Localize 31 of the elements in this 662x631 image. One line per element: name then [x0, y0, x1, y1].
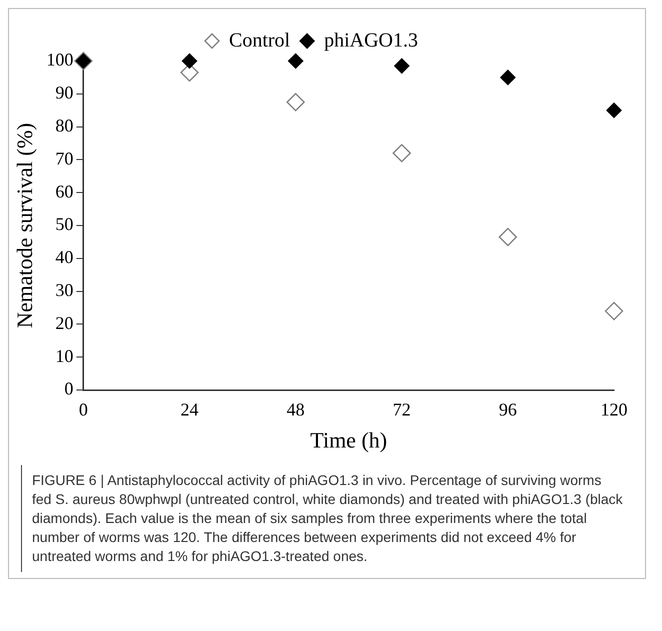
x-axis-title: Time (h): [310, 428, 388, 453]
x-tick-label: 120: [600, 400, 628, 420]
point: [606, 102, 622, 118]
x-tick-label: 48: [286, 400, 305, 420]
point: [288, 53, 304, 69]
y-tick-label: 0: [64, 378, 74, 399]
y-tick-label: 50: [55, 214, 74, 234]
x-tick-label: 24: [180, 400, 199, 420]
point: [182, 53, 198, 69]
point: [392, 144, 411, 162]
point: [286, 92, 305, 112]
point: [498, 228, 518, 246]
y-tick-label: 40: [55, 247, 74, 268]
y-tick-label: 70: [55, 148, 74, 168]
y-tick-label: 100: [46, 50, 74, 70]
caption: FIGURE 6 | Antistaphylococcal activity of phiAGO1.3 in vivo. Percentage of surviving worms fed S. aureus 80wphwpl (untreated control, white diamonds) and treated with phiAGO1.3 (black diamonds). Each value is the mean of six samples from three experiments where the total number of worms was 120. The differences between experiments did not exceed 4% for untreated worms and 1% for phiAGO1.3-treated ones.: [21, 465, 633, 572]
y-tick-label: 10: [55, 346, 74, 366]
y-tick-label: 60: [55, 181, 74, 202]
x-tick-label: 72: [392, 400, 411, 420]
point: [394, 58, 410, 74]
legend-label: phiAGO1.3: [324, 29, 418, 52]
y-tick-label: 20: [55, 312, 74, 333]
x-tick-label: 0: [78, 400, 88, 420]
legend-label: Control: [229, 29, 291, 52]
y-tick-label: 80: [55, 116, 74, 136]
y-tick-label: 30: [55, 280, 74, 300]
y-tick-label: 90: [55, 82, 74, 103]
x-tick-label: 96: [498, 400, 517, 420]
point: [604, 302, 624, 320]
point: [500, 70, 516, 86]
y-axis-title: Nematode survival (%): [12, 122, 37, 328]
